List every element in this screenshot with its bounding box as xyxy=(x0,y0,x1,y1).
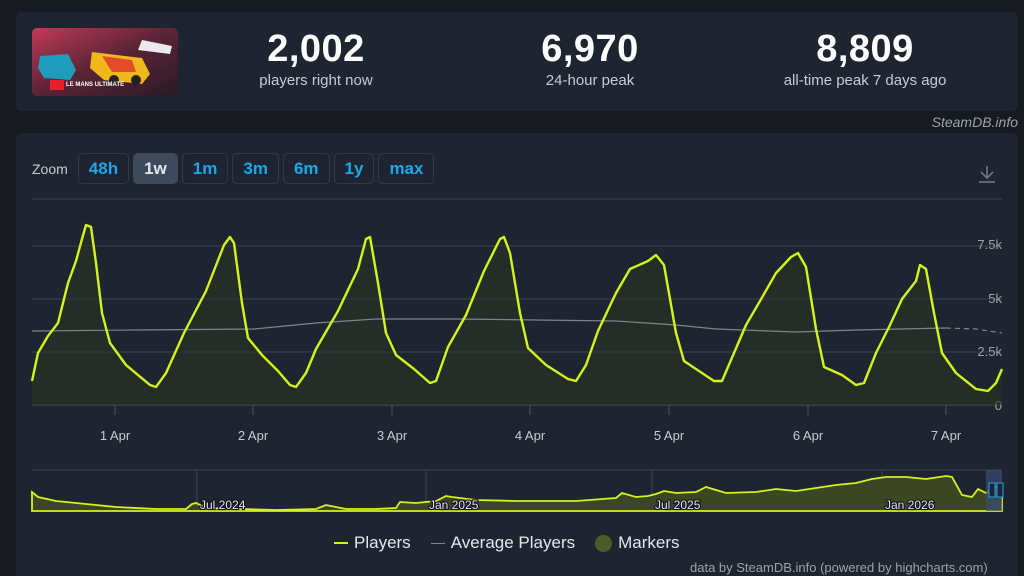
players-area-fill xyxy=(32,225,1002,405)
x-tick-2-apr: 2 Apr xyxy=(238,428,269,443)
zoom-selector: Zoom 48h 1w 1m 3m 6m 1y max xyxy=(32,153,435,184)
nav-tick-jan-2025: Jan 2025 xyxy=(429,498,479,512)
y-axis-labels: 7.5k 5k 2.5k 0 xyxy=(977,237,1002,413)
x-tick-4-apr: 4 Apr xyxy=(515,428,546,443)
game-capsule[interactable]: LE MANS ULTIMATE xyxy=(32,28,178,96)
zoom-6m-button[interactable]: 6m xyxy=(282,153,330,184)
x-axis-ticks xyxy=(114,405,947,415)
players-now-label: players right now xyxy=(259,72,373,89)
average-line-swatch-icon xyxy=(430,542,445,544)
legend-average-label: Average Players xyxy=(450,533,576,552)
nav-tick-jul-2024: Jul 2024 xyxy=(200,498,246,512)
download-icon[interactable] xyxy=(976,163,998,185)
average-players-line xyxy=(31,318,947,333)
stats-header: LE MANS ULTIMATE 2,002 players right now… xyxy=(16,12,1018,111)
legend-markers-label: Markers xyxy=(618,533,680,552)
capsule-logo-text: LE MANS ULTIMATE xyxy=(66,82,124,88)
stat-players-now: 2,002 players right now xyxy=(216,28,416,90)
x-tick-1-apr: 1 Apr xyxy=(100,428,131,443)
chart-card: Zoom 48h 1w 1m 3m 6m 1y max 7.5k 5k 2.5k… xyxy=(16,133,1018,576)
x-tick-6-apr: 6 Apr xyxy=(793,428,824,443)
highcharts-credit-link[interactable]: data by SteamDB.info (powered by highcha… xyxy=(690,560,988,575)
zoom-1w-button[interactable]: 1w xyxy=(133,153,178,184)
y-tick-2.5k: 2.5k xyxy=(977,344,1002,359)
all-time-peak-label: all-time peak 7 days ago xyxy=(783,72,947,89)
stat-all-time-peak: 8,809 all-time peak 7 days ago xyxy=(740,28,990,90)
y-tick-0: 0 xyxy=(995,398,1002,413)
markers-dot-icon xyxy=(595,534,613,552)
steamdb-credit-link[interactable]: SteamDB.info xyxy=(931,114,1018,130)
nav-tick-jan-2026: Jan 2026 xyxy=(885,498,935,512)
legend-markers[interactable]: Markers xyxy=(595,533,680,553)
zoom-48h-button[interactable]: 48h xyxy=(77,153,130,184)
x-axis-labels: 1 Apr 2 Apr 3 Apr 4 Apr 5 Apr 6 Apr 7 Ap… xyxy=(100,428,962,443)
legend-players-label: Players xyxy=(354,533,411,552)
all-time-peak-value: 8,809 xyxy=(816,28,914,70)
nav-tick-jul-2025: Jul 2025 xyxy=(655,498,701,512)
zoom-label: Zoom xyxy=(32,160,68,177)
average-players-projection xyxy=(945,327,1003,334)
players-line[interactable] xyxy=(30,223,1004,393)
players-line-swatch-icon xyxy=(334,542,348,544)
peak-24h-value: 6,970 xyxy=(541,28,639,70)
zoom-1m-button[interactable]: 1m xyxy=(181,153,229,184)
navigator-x-labels: Jul 2024 Jan 2025 Jul 2025 Jan 2026 xyxy=(199,497,936,513)
stat-24h-peak: 6,970 24-hour peak xyxy=(490,28,690,90)
legend-players[interactable]: Players xyxy=(334,533,411,553)
x-tick-7-apr: 7 Apr xyxy=(931,428,962,443)
navigator[interactable]: Jul 2024 Jan 2025 Jul 2025 Jan 2026 xyxy=(31,469,1004,513)
y-tick-7.5k: 7.5k xyxy=(977,237,1002,252)
legend-average-players[interactable]: Average Players xyxy=(430,533,576,553)
player-count-chart[interactable]: 7.5k 5k 2.5k 0 1 Apr 2 Apr 3 Apr 4 Apr 5… xyxy=(16,133,1018,533)
zoom-3m-button[interactable]: 3m xyxy=(232,153,279,184)
y-tick-5k: 5k xyxy=(988,291,1002,306)
peak-24h-label: 24-hour peak xyxy=(545,72,635,89)
game-capsule-image: LE MANS ULTIMATE xyxy=(32,28,178,96)
x-tick-5-apr: 5 Apr xyxy=(654,428,685,443)
navigator-handle-right[interactable] xyxy=(996,482,1004,498)
x-tick-3-apr: 3 Apr xyxy=(377,428,408,443)
players-now-value: 2,002 xyxy=(267,28,365,70)
navigator-area xyxy=(31,475,1003,512)
navigator-handle-left[interactable] xyxy=(988,482,996,498)
zoom-max-button[interactable]: max xyxy=(378,153,435,184)
chart-legend: Players Average Players Markers xyxy=(334,533,680,553)
zoom-1y-button[interactable]: 1y xyxy=(333,153,375,184)
